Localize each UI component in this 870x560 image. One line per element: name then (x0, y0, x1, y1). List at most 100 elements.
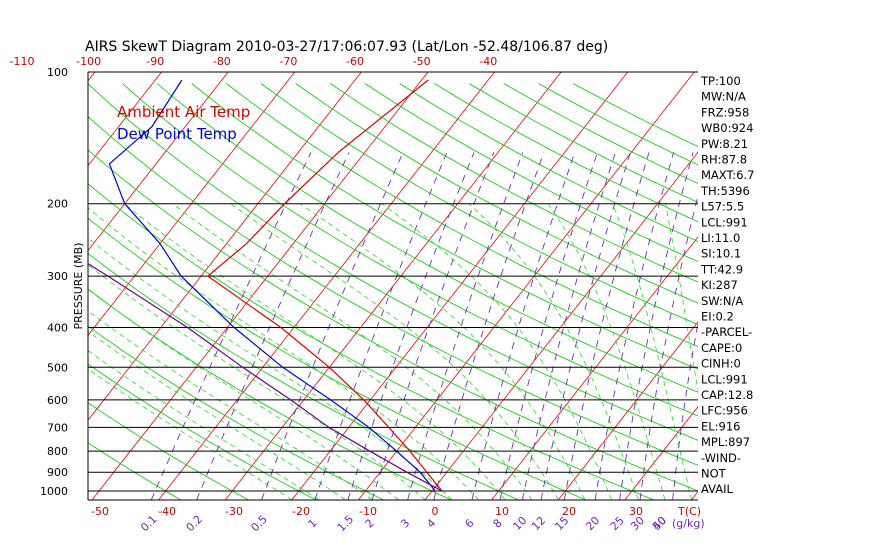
isotherm-line (88, 72, 296, 336)
mixing-ratio-unit-label: (g/kg) (672, 517, 705, 530)
isotherm-line (825, 71, 870, 500)
stability-index-item: MPL:897 (701, 435, 750, 449)
mixing-ratio-line (521, 152, 616, 500)
moist-adiabat-line (230, 203, 559, 500)
stability-index-item: -WIND- (701, 451, 741, 465)
isotherm-line (88, 72, 163, 167)
pressure-tick-label: 300 (47, 270, 68, 283)
top-temp-tick-label: -40 (479, 55, 497, 68)
mixing-ratio-line (540, 152, 631, 500)
bottom-temp-tick-label: -40 (158, 505, 176, 518)
stability-index-item: TH:5396 (700, 184, 750, 198)
dry-adiabat-line (226, 83, 698, 348)
mixing-ratio-tick-label: 6 (462, 516, 476, 530)
top-temp-tick-label: -90 (146, 55, 164, 68)
mixing-ratio-tick-label: 20 (583, 514, 602, 533)
moist-adiabat-line (299, 203, 586, 500)
stability-index-item: TT:42.9 (700, 262, 743, 276)
mixing-ratio-tick-label: 4 (424, 516, 438, 530)
top-temp-tick-label: -100 (76, 55, 101, 68)
top-temp-tick-label: -50 (413, 55, 431, 68)
isotherm-line (88, 72, 362, 421)
pressure-axis-label: PRESSURE (MB) (72, 243, 85, 330)
top-temp-tick-label: -80 (213, 55, 231, 68)
bottom-temp-tick-label: -20 (292, 505, 310, 518)
bottom-temp-tick-label: -10 (359, 505, 377, 518)
dry-adiabat-line (503, 83, 698, 184)
stability-index-item: EI:0.2 (701, 310, 734, 324)
dry-adiabat-line (88, 149, 698, 492)
moist-adiabat-line (88, 330, 346, 500)
dry-adiabat-line (399, 83, 698, 242)
dry-adiabat-line (156, 83, 698, 393)
dry-adiabat-line (88, 116, 698, 466)
dry-adiabat-line (88, 442, 181, 500)
moist-adiabat-line (88, 350, 319, 500)
stability-index-item: WB0:924 (701, 121, 753, 135)
isotherm-line (0, 71, 29, 500)
dry-adiabat-line (88, 252, 519, 500)
bottom-temperature-tick-labels: -50 -40 -30 -20 -10 0 10 20 30 (91, 505, 643, 518)
top-temperature-tick-labels: -120-110-100-90-80-70-60-50-40 (10, 55, 498, 68)
stability-index-item: NOT (701, 467, 727, 481)
pressure-tick-label: 200 (47, 198, 68, 211)
dry-adiabat-line (191, 83, 698, 370)
stability-index-item: FRZ:958 (701, 105, 749, 119)
moist-adiabat-line (88, 207, 479, 500)
legend: Ambient Air Temp Dew Point Temp (117, 103, 250, 143)
mixing-ratio-line (314, 152, 448, 500)
mixing-ratio-tick-label: 0.2 (184, 513, 206, 535)
stability-index-item: CINH:0 (701, 357, 741, 371)
stability-index-item: LFC:956 (701, 404, 748, 418)
legend-ambient-air-temp: Ambient Air Temp (117, 103, 250, 121)
bottom-temp-tick-label: 0 (432, 505, 439, 518)
temperature-unit-label: T(C) (677, 505, 701, 518)
bottom-temp-tick-label: 10 (495, 505, 509, 518)
mixing-ratio-tick-label: 2 (363, 516, 377, 530)
stability-index-item: LCL:991 (701, 372, 748, 386)
ambient-air-temp-line (206, 79, 443, 492)
moist-adiabat-line (88, 288, 399, 500)
dry-adiabat-line (88, 363, 316, 500)
dry-adiabat-line (330, 83, 698, 283)
moist-adiabat-line (468, 203, 639, 500)
stability-index-item: SW:N/A (701, 294, 743, 308)
mixing-ratio-tick-label: 0.5 (248, 513, 270, 535)
isotherm-line (358, 72, 695, 500)
pressure-tick-label: 900 (47, 466, 68, 479)
isotherm-line (558, 321, 698, 500)
dry-adiabat-line (468, 83, 698, 203)
dew-point-temp-line (108, 79, 436, 492)
stability-index-item: TP:100 (700, 74, 741, 88)
stability-index-item: AVAIL (701, 482, 734, 496)
pressure-tick-label: 500 (47, 361, 68, 374)
parcel-line (88, 263, 443, 492)
mixing-ratio-tick-label: 8 (491, 516, 505, 530)
pressure-tick-label: 100 (47, 66, 68, 79)
stability-index-item: SI:10.1 (701, 247, 741, 261)
dry-adiabat-line (88, 402, 249, 500)
stability-index-item: RH:87.8 (701, 153, 747, 167)
moist-adiabat-line (123, 203, 506, 500)
mixing-ratio-line (594, 152, 675, 500)
isotherm-line (88, 72, 229, 252)
isotherm-line (291, 72, 629, 500)
dry-adiabat-line (364, 83, 698, 262)
isotherm-line (158, 72, 496, 500)
stability-index-item: EL:916 (701, 419, 741, 433)
bottom-temp-tick-label: -30 (225, 505, 243, 518)
stability-index-item: KI:287 (701, 278, 738, 292)
dry-adiabat-line (122, 83, 698, 417)
mixing-ratio-tick-label: 25 (608, 514, 627, 533)
dry-adiabat-line (295, 83, 698, 304)
top-temp-tick-label: -60 (346, 55, 364, 68)
stability-index-item: PW:8.21 (701, 137, 748, 151)
mixing-ratio-tick-label: 0.1 (138, 513, 160, 535)
moist-adiabat-line (88, 368, 293, 500)
mixing-ratio-tick-label: 3 (398, 516, 412, 530)
pressure-tick-label: 400 (47, 321, 68, 334)
isotherm-line (491, 236, 698, 500)
pressure-tick-label: 600 (47, 394, 68, 407)
